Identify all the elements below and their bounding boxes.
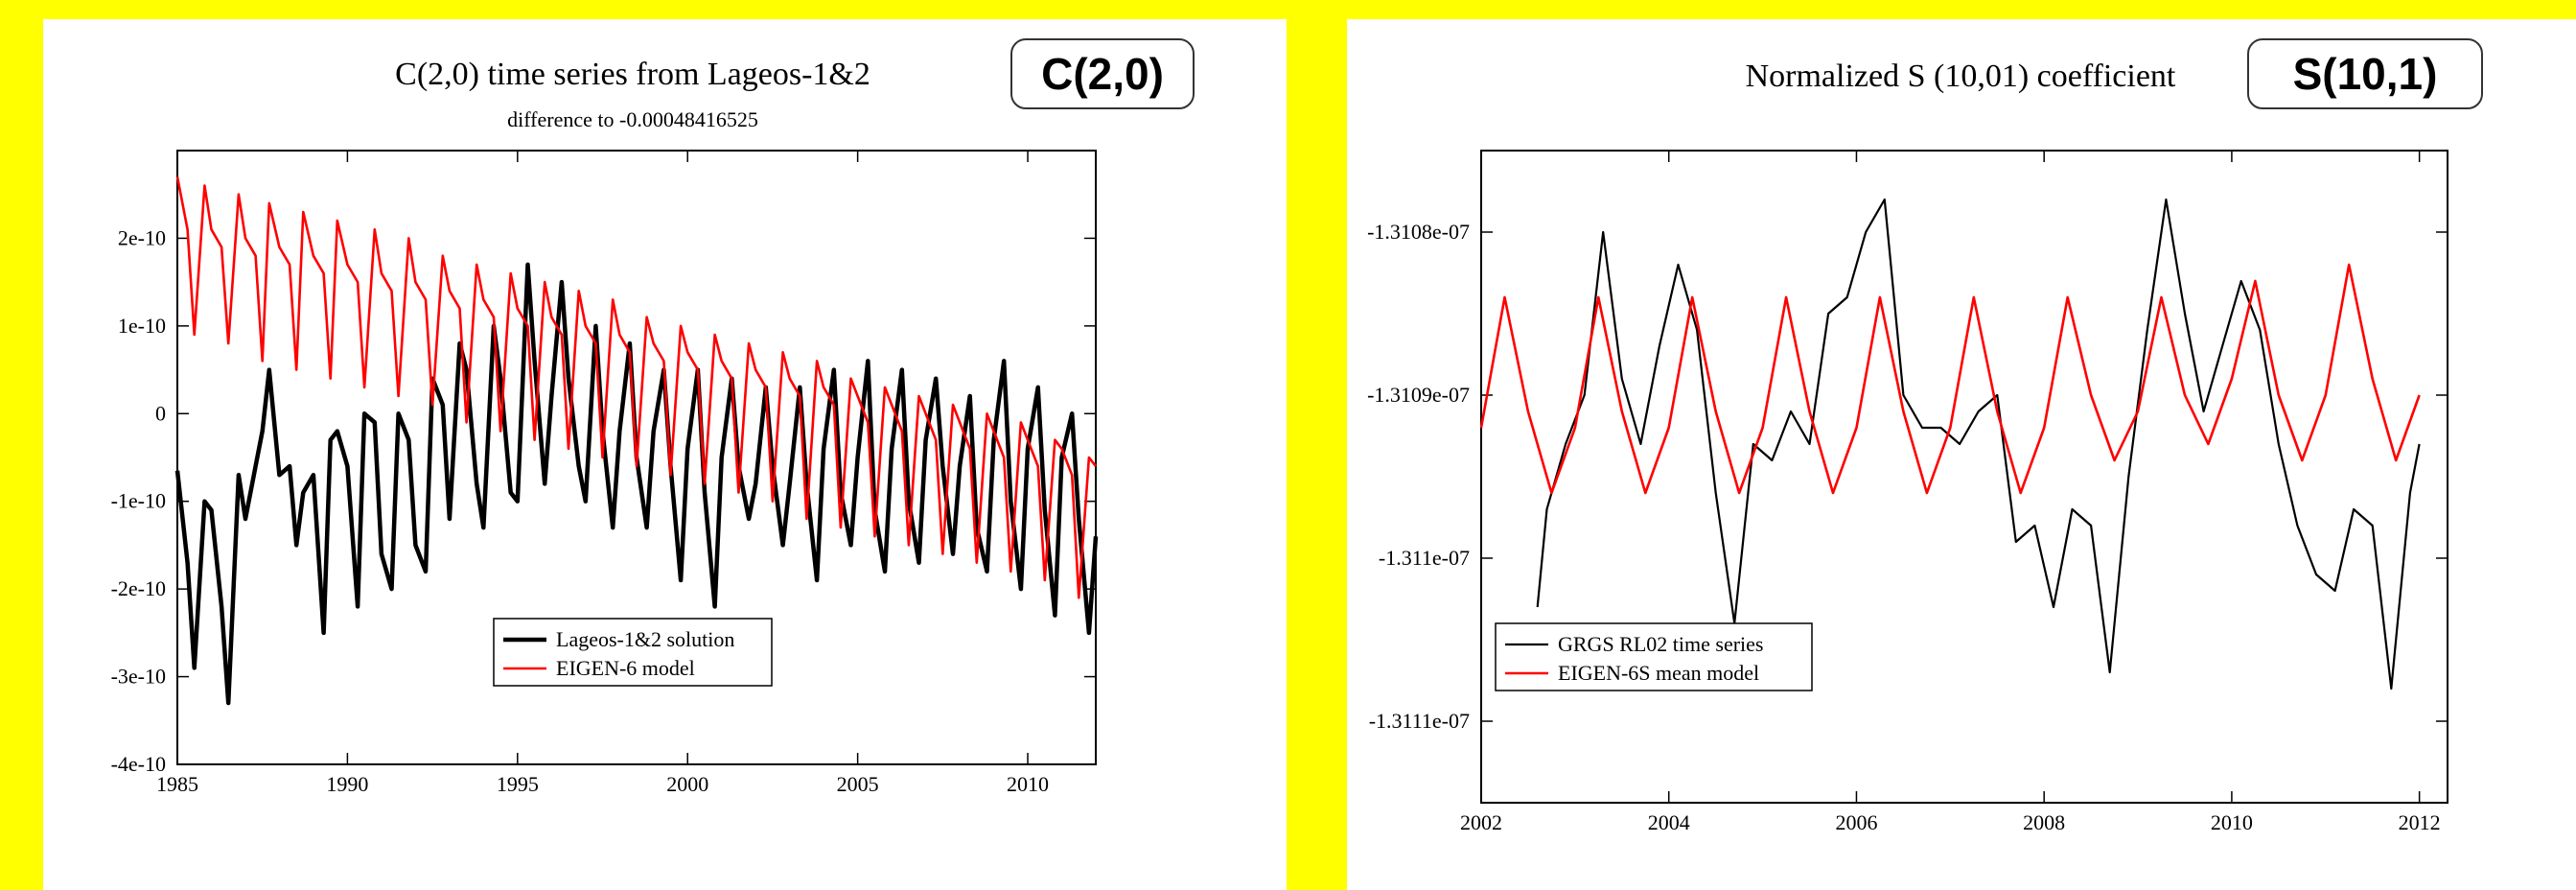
legend-box — [1495, 622, 1813, 691]
legend-label-1: GRGS RL02 time series — [1558, 632, 1764, 656]
plot-frame — [176, 150, 1097, 765]
x-tick-label: 2002 — [1460, 810, 1502, 834]
y-tick-label: -2e-10 — [111, 576, 166, 600]
x-tick-label: 2010 — [1007, 772, 1049, 796]
x-tick-label: 1985 — [156, 772, 198, 796]
x-tick-label: 2004 — [1648, 810, 1690, 834]
x-tick-label: 2010 — [2211, 810, 2253, 834]
x-tick-label: 2006 — [1835, 810, 1877, 834]
chart-subtitle: difference to -0.00048416525 — [507, 107, 758, 131]
x-tick-label: 2005 — [837, 772, 879, 796]
y-tick-label: -1.3109e-07 — [1367, 383, 1470, 407]
chart-title: Normalized S (10,01) coefficient — [1746, 59, 2176, 94]
x-tick-label: 2000 — [666, 772, 708, 796]
plot-frame — [1480, 150, 2448, 804]
y-tick-label: -3e-10 — [111, 665, 166, 689]
s101-badge: S(10,1) — [2247, 38, 2483, 109]
c20-badge: C(2,0) — [1010, 38, 1195, 109]
x-tick-label: 2008 — [2023, 810, 2065, 834]
y-tick-label: 0 — [155, 401, 166, 425]
x-tick-label: 1995 — [497, 772, 539, 796]
y-tick-label: -4e-10 — [111, 752, 166, 776]
series-line-2 — [175, 176, 1098, 599]
c20-time-series-chart: C(2,0) time series from Lageos-1&2 differ… — [111, 57, 1099, 796]
chart-title: C(2,0) time series from Lageos-1&2 — [395, 57, 870, 92]
y-tick-label: 1e-10 — [118, 314, 166, 338]
x-tick-label: 2012 — [2399, 810, 2441, 834]
legend-label-2: EIGEN-6S mean model — [1558, 661, 1759, 685]
y-tick-label: -1.3108e-07 — [1367, 220, 1470, 244]
left-chart-panel: C(2,0) C(2,0) time series from Lageos-1&… — [43, 19, 1287, 890]
right-chart-panel: S(10,1) Normalized S (10,01) coefficient… — [1347, 19, 2576, 890]
series-line-2 — [1479, 263, 2421, 495]
y-tick-label: 2e-10 — [118, 225, 166, 249]
s101-coefficient-chart: Normalized S (10,01) coefficient 2002 2004… — [1367, 59, 2448, 834]
x-tick-label: 1990 — [326, 772, 368, 796]
legend-label-2: EIGEN-6 model — [556, 656, 695, 680]
y-tick-label: -1e-10 — [111, 489, 166, 513]
legend-label-1: Lageos-1&2 solution — [556, 627, 734, 651]
y-tick-label: -1.311e-07 — [1379, 546, 1470, 570]
y-tick-label: -1.3111e-07 — [1369, 709, 1470, 733]
series-line-1 — [1536, 198, 2421, 691]
legend-box — [493, 618, 773, 687]
